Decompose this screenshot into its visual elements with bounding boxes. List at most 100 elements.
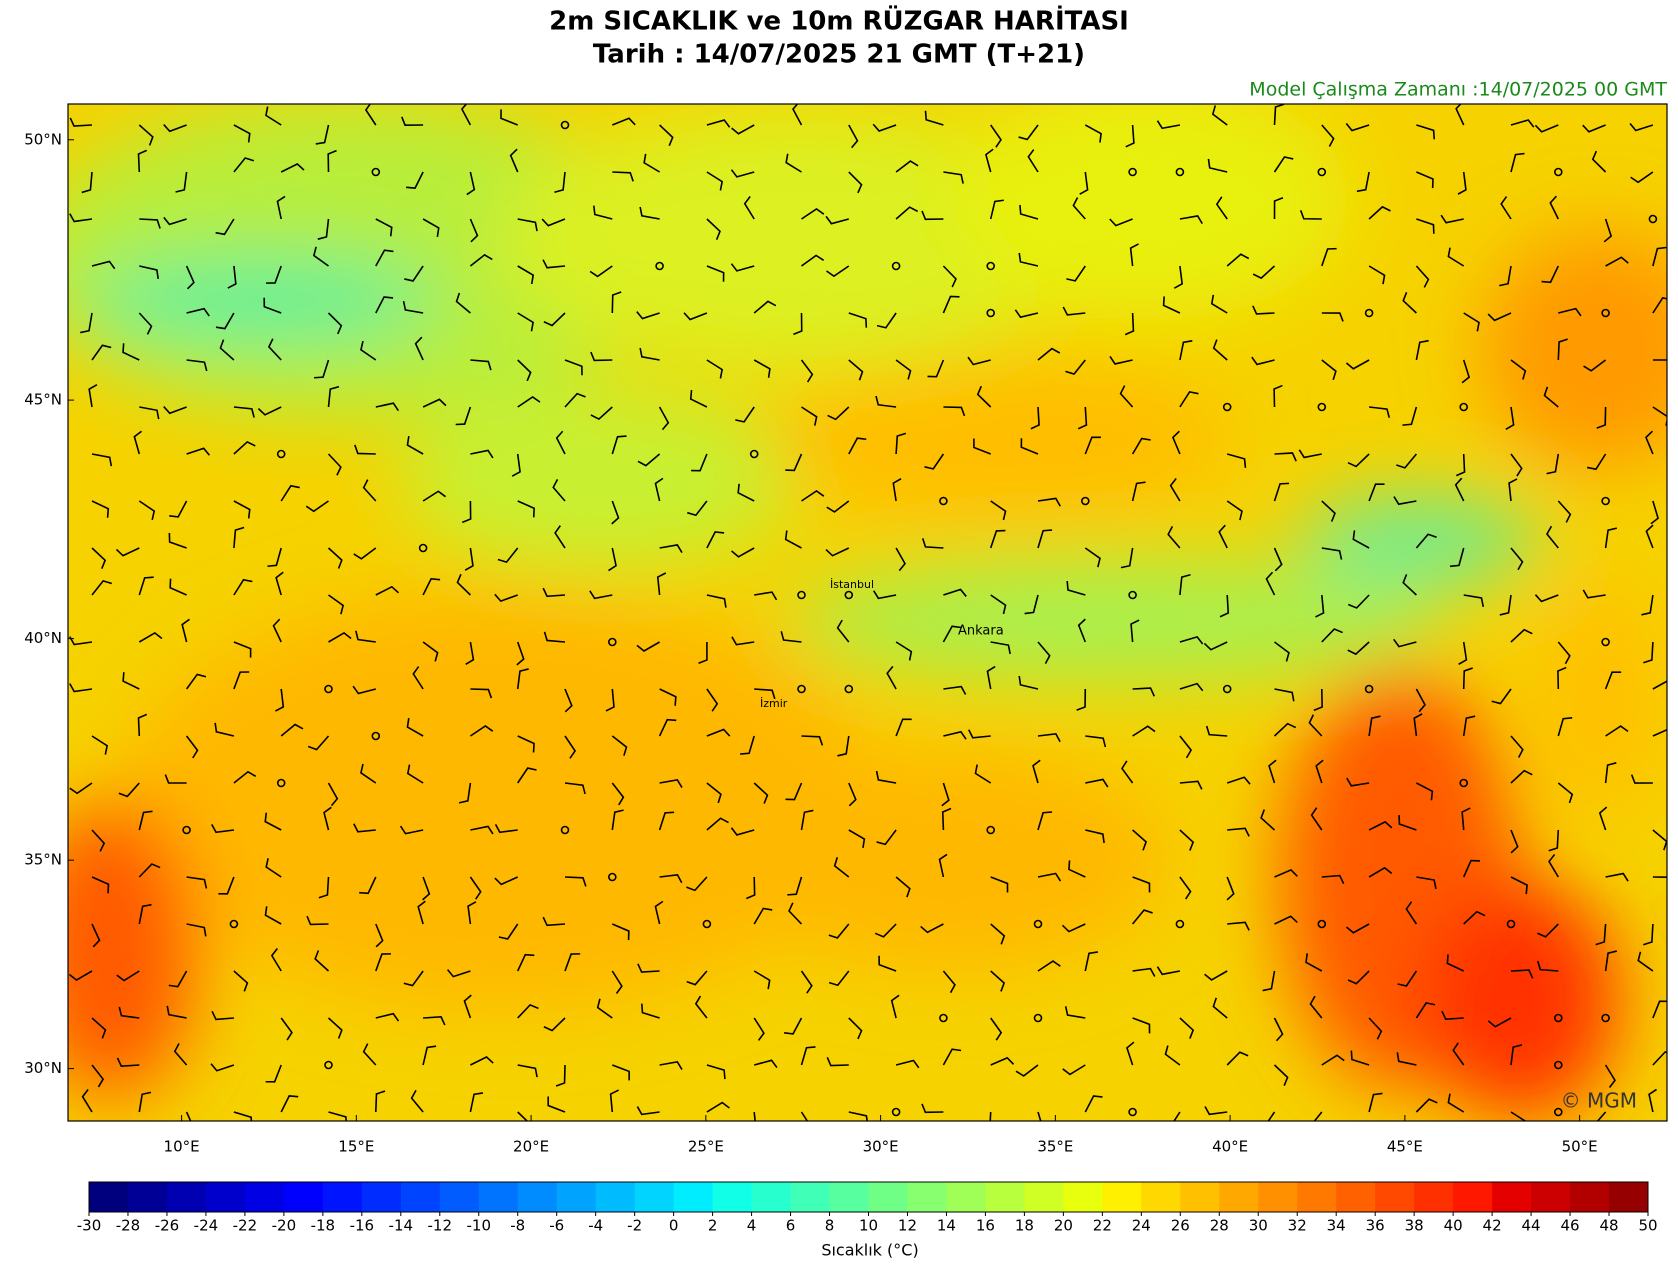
wind-barb <box>1630 171 1654 184</box>
wind-barb <box>654 477 664 502</box>
wind-barb <box>1212 339 1228 361</box>
calm-wind <box>1601 1013 1610 1023</box>
wind-barb <box>328 631 352 643</box>
wind-barb <box>706 1064 726 1080</box>
wind-barb <box>564 688 573 713</box>
wind-barb <box>517 1064 538 1078</box>
wind-barb <box>280 484 300 502</box>
wind-barb <box>91 1017 107 1039</box>
wind-barb <box>138 810 153 831</box>
wind-barb <box>1308 714 1323 737</box>
wind-barb <box>1132 725 1156 737</box>
wind-barb <box>1079 171 1089 195</box>
wind-barb <box>753 300 777 314</box>
wind-barb <box>328 594 345 615</box>
wind-barb <box>1024 594 1039 615</box>
wind-barb <box>1397 970 1418 987</box>
colorbar-tick-label: -22 <box>233 1217 258 1235</box>
wind-barb <box>784 1017 803 1035</box>
calm-wind <box>276 778 286 788</box>
wind-barb <box>1652 1000 1667 1019</box>
wind-barb <box>1084 951 1099 972</box>
wind-barb <box>1077 406 1088 430</box>
wind-barb <box>138 1091 152 1113</box>
wind-barb <box>1534 124 1559 133</box>
colorbar-tick-label: 38 <box>1405 1217 1424 1235</box>
colorbar-cell <box>868 1182 908 1212</box>
wind-barb <box>886 665 897 690</box>
wind-barb <box>422 641 439 662</box>
wind-barb <box>706 594 727 608</box>
wind-barb <box>91 500 110 518</box>
wind-barb <box>1499 594 1512 616</box>
wind-barb <box>185 265 195 290</box>
wind-barb <box>115 547 140 557</box>
wind-barb <box>1546 453 1560 475</box>
wind-barb <box>1132 876 1151 893</box>
wind-barb <box>990 1056 1015 1066</box>
wind-barb <box>355 630 376 643</box>
wind-barb <box>280 723 304 737</box>
wind-barb <box>1120 547 1134 569</box>
wind-barb <box>401 116 424 126</box>
wind-barb <box>1402 292 1417 314</box>
calm-wind <box>797 684 806 694</box>
colorbar-tick-label: 22 <box>1093 1217 1112 1235</box>
wind-barb <box>305 500 329 513</box>
wind-barb <box>327 453 342 476</box>
wind-barb <box>181 618 190 643</box>
wind-barb <box>1260 809 1276 831</box>
calm-wind <box>607 872 617 882</box>
colorbar-tick-label: 10 <box>859 1217 878 1235</box>
wind-barb <box>924 453 945 470</box>
x-tick-label: 40°E <box>1212 1138 1248 1156</box>
wind-barb <box>1463 910 1486 925</box>
wind-barb <box>327 1017 343 1039</box>
wind-barb <box>1084 124 1102 143</box>
wind-barb <box>554 525 566 549</box>
wind-barb <box>1455 453 1466 477</box>
wind-barb <box>233 671 250 690</box>
wind-barb <box>848 124 859 149</box>
wind-barb <box>265 1064 282 1083</box>
wind-barb <box>1219 594 1230 618</box>
wind-barb <box>827 406 850 421</box>
wind-barb <box>467 901 477 925</box>
wind-barb <box>1652 728 1667 737</box>
wind-barb <box>469 253 493 267</box>
wind-barb <box>88 383 98 408</box>
wind-barb <box>1416 218 1435 234</box>
calm-wind <box>1601 496 1610 506</box>
wind-barb <box>564 392 586 408</box>
wind-barb <box>1396 1052 1417 1066</box>
wind-barb <box>1109 218 1133 227</box>
y-tick-label: 45°N <box>24 391 62 409</box>
wind-barb <box>1510 769 1533 784</box>
wind-barb <box>272 618 282 643</box>
wind-barb <box>611 923 630 941</box>
wind-barb <box>706 782 722 804</box>
wind-barb <box>359 876 377 895</box>
wind-barb <box>1321 628 1343 643</box>
colorbar-cell <box>556 1182 597 1212</box>
wind-barb <box>1162 296 1181 314</box>
calm-wind <box>1317 167 1327 177</box>
colorbar-cell <box>1297 1182 1337 1212</box>
wind-barb <box>465 641 475 666</box>
wind-barb <box>968 729 991 739</box>
wind-barb <box>410 1089 424 1113</box>
wind-barb <box>1065 359 1086 375</box>
wind-barb <box>801 208 825 220</box>
wind-barb <box>406 436 424 455</box>
wind-barb <box>1346 777 1370 787</box>
wind-barb <box>1226 1051 1249 1066</box>
colorbar-cell <box>1336 1182 1376 1212</box>
wind-barb <box>659 779 683 789</box>
wind-barb <box>1072 197 1086 220</box>
wind-barb <box>1510 1044 1523 1066</box>
wind-barb <box>307 735 330 751</box>
wind-barb <box>494 823 518 834</box>
wind-barb <box>1582 589 1606 599</box>
wind-barb <box>1018 252 1039 267</box>
wind-barb <box>801 406 818 426</box>
